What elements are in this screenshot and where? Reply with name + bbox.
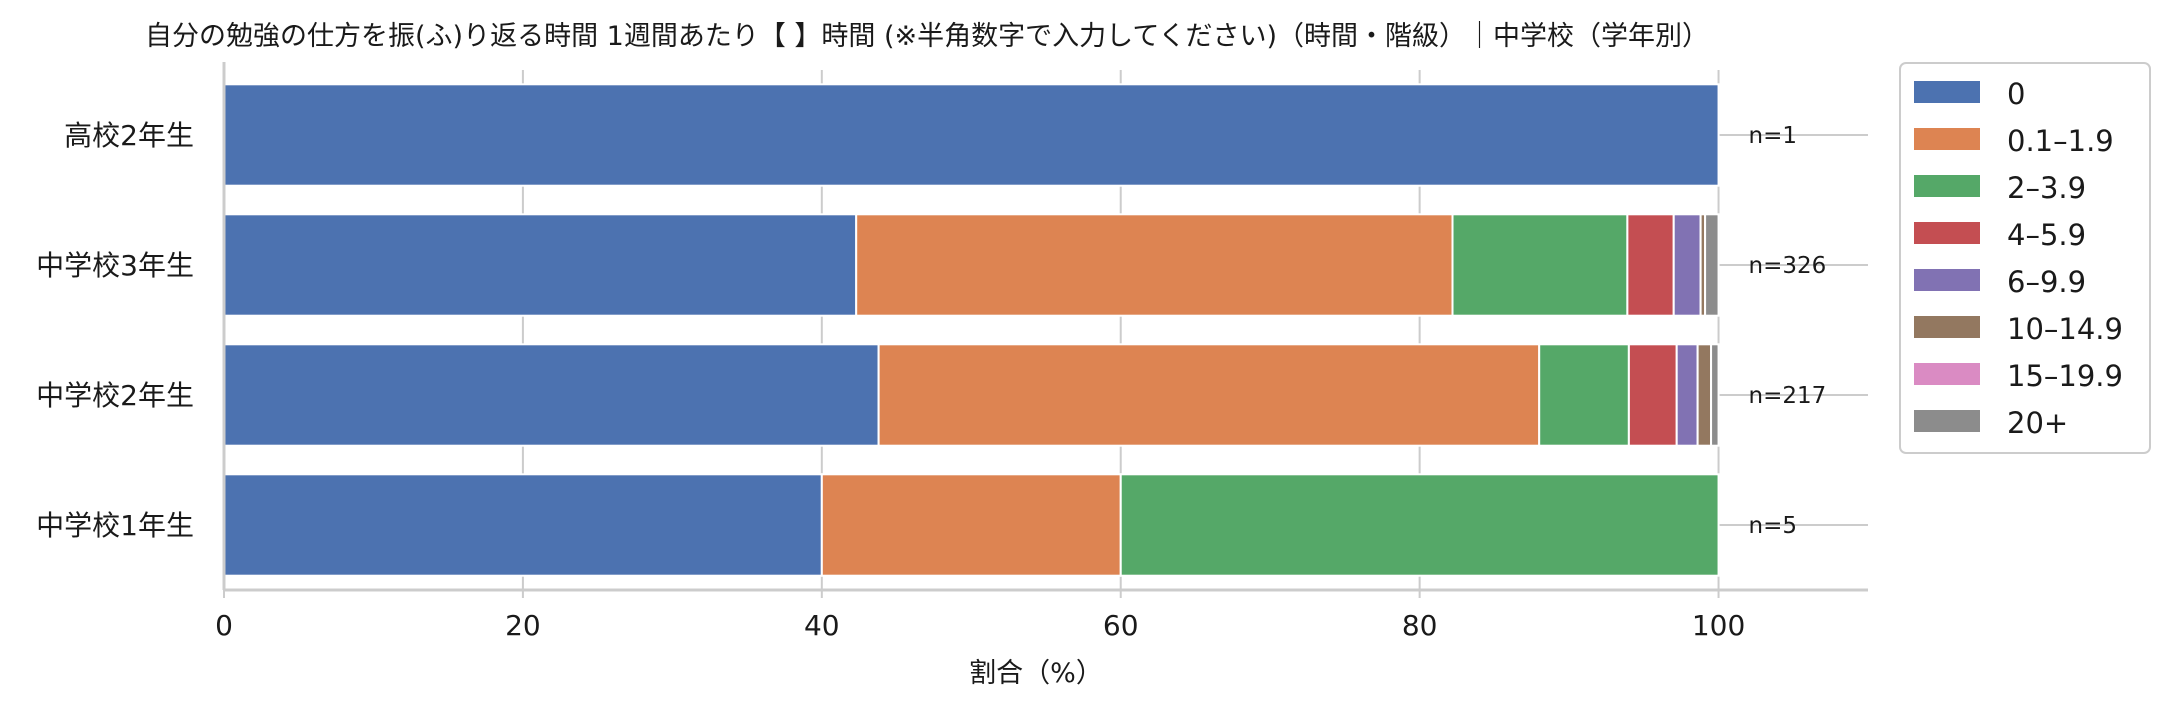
legend-swatch	[1914, 222, 1980, 244]
n-count-label: n=217	[1749, 383, 1827, 409]
bar-segment	[820, 473, 1122, 577]
legend: 0 0.1–1.9 2–3.9 4–5.9 6–9.9 10–14.9 15–19.9 20+	[1899, 62, 2151, 454]
legend-swatch	[1914, 410, 1980, 432]
bar-segment	[223, 83, 1720, 187]
bar-segment	[1626, 213, 1675, 317]
legend-label: 0.1–1.9	[2007, 124, 2114, 158]
legend-swatch	[1914, 175, 1980, 197]
axes	[222, 62, 1868, 598]
legend-label: 6–9.9	[2007, 265, 2086, 299]
legend-swatch	[1914, 363, 1980, 385]
legend-swatch	[1914, 269, 1980, 291]
bar-segment	[1710, 343, 1720, 447]
legend-label: 4–5.9	[2007, 218, 2086, 252]
legend-swatch	[1914, 128, 1980, 150]
legend-label: 10–14.9	[2007, 312, 2123, 346]
chart-title: 自分の勉強の仕方を振(ふ)り返る時間 1週間あたり【 】時間 (※半角数字で入力…	[145, 21, 1709, 52]
x-tick-label: 20	[505, 609, 541, 642]
y-tick-label: 中学校3年生	[36, 249, 194, 282]
legend-swatch	[1914, 81, 1980, 103]
bars	[223, 83, 1720, 577]
x-axis-label: 割合（%）	[969, 658, 1103, 689]
n-count-label: n=326	[1749, 253, 1827, 279]
bar-segment	[223, 473, 823, 577]
bar-segment	[1696, 343, 1713, 447]
bar-segment	[1704, 213, 1720, 317]
n-count-label: n=5	[1749, 513, 1797, 539]
y-tick-label: 高校2年生	[64, 119, 194, 152]
legend-box	[1899, 62, 2151, 454]
bar-segment	[1675, 343, 1699, 447]
bar-segment	[1119, 473, 1720, 577]
n-count-label: n=1	[1749, 123, 1797, 149]
x-tick-label: 40	[804, 609, 840, 642]
labels: 0 20 40 60 80 100 高校2年生 n=1 中学校3年生 n=326 中学校2年生 n=2…	[36, 119, 1826, 642]
y-tick-label: 中学校1年生	[36, 509, 194, 542]
bar-segment	[1672, 213, 1702, 317]
x-tick-label: 0	[215, 609, 233, 642]
bar-segment	[223, 343, 880, 447]
bar-segment	[877, 343, 1541, 447]
bar-segment	[223, 213, 858, 317]
bar-segment	[1627, 343, 1678, 447]
bar-segment	[1538, 343, 1630, 447]
legend-label: 0	[2007, 77, 2025, 111]
x-tick-label: 80	[1402, 609, 1438, 642]
bar-segment	[855, 213, 1454, 317]
bar-segment	[1451, 213, 1629, 317]
x-tick-label: 60	[1103, 609, 1139, 642]
legend-label: 2–3.9	[2007, 171, 2086, 205]
legend-label: 20+	[2007, 406, 2068, 440]
y-tick-label: 中学校2年生	[36, 379, 194, 412]
legend-swatch	[1914, 316, 1980, 338]
x-tick-label: 100	[1692, 609, 1745, 642]
legend-label: 15–19.9	[2007, 359, 2123, 393]
